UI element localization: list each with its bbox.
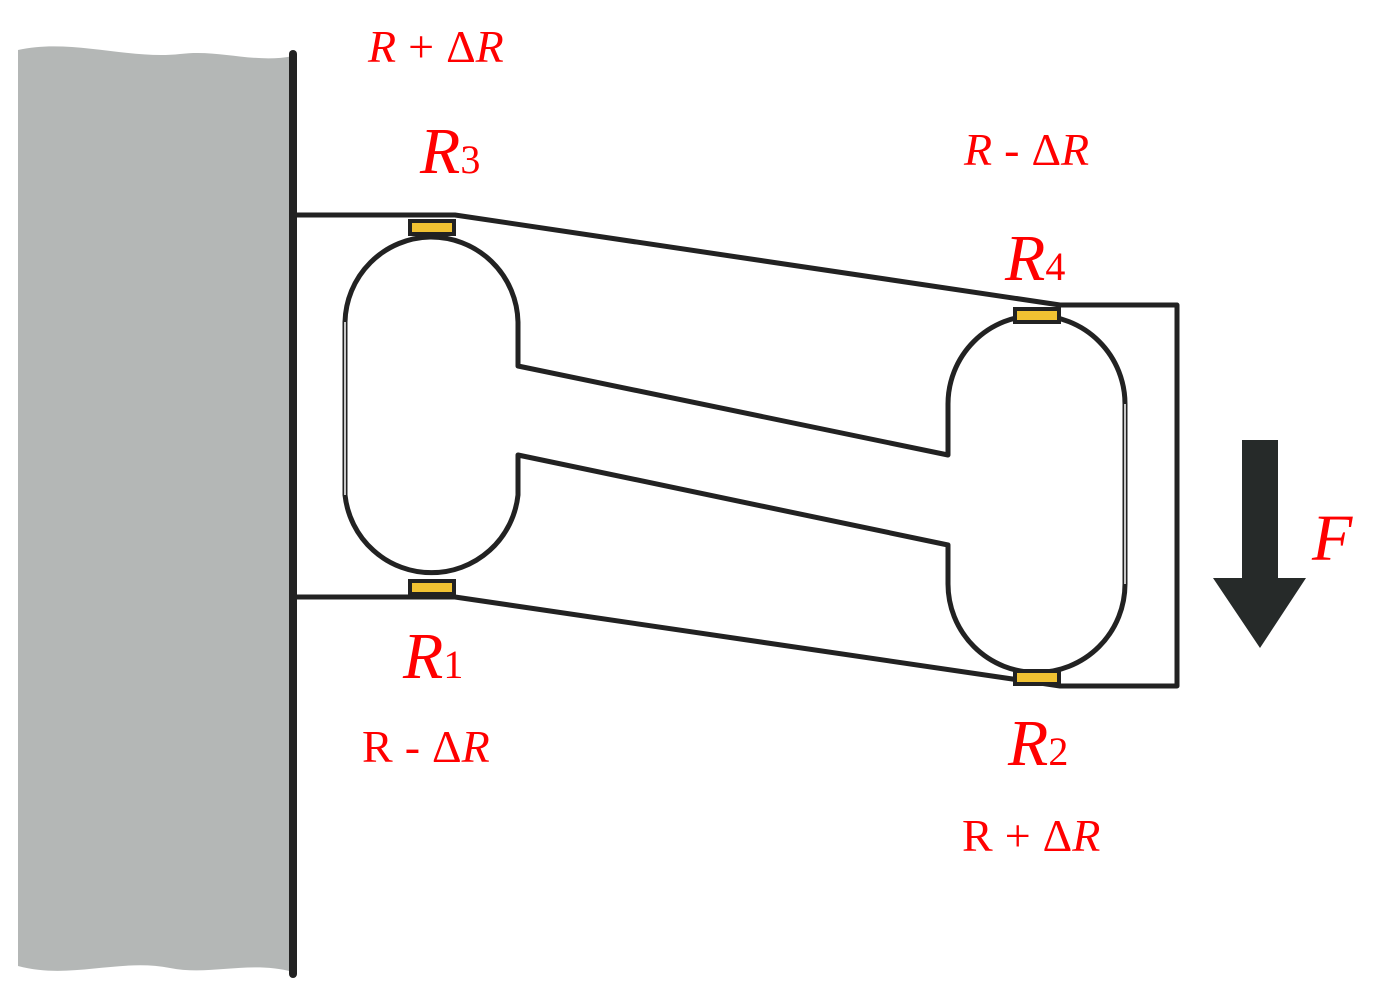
- change-r4: R - ΔR: [963, 124, 1089, 175]
- strain-gauge-r2: [1013, 669, 1061, 686]
- fixed-wall: [18, 46, 293, 972]
- strain-gauge-r4: [1013, 307, 1061, 324]
- strain-gauge-r1: [408, 579, 456, 596]
- label-r1: R1: [402, 620, 463, 693]
- label-r3: R3: [419, 115, 480, 188]
- strain-gauge-r3: [408, 219, 456, 236]
- label-r2: R2: [1007, 707, 1068, 780]
- label-r4: R4: [1004, 222, 1065, 295]
- left-hole: [342, 234, 1128, 675]
- force-label: F: [1311, 502, 1353, 575]
- force-arrow: [1213, 440, 1306, 648]
- change-r2: R + ΔR: [962, 810, 1100, 861]
- change-r1: R - ΔR: [362, 721, 490, 772]
- change-r3: R + ΔR: [367, 21, 504, 72]
- beam-outline: [293, 212, 1180, 689]
